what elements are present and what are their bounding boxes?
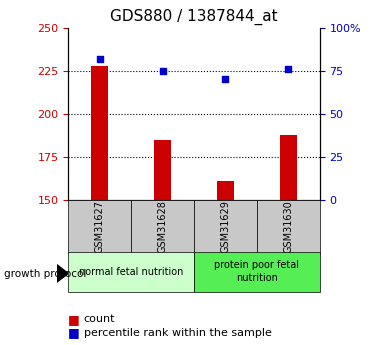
Text: GSM31627: GSM31627 xyxy=(95,200,105,253)
Bar xyxy=(194,200,257,254)
Text: normal fetal nutrition: normal fetal nutrition xyxy=(79,267,183,277)
Bar xyxy=(91,66,108,200)
Text: GSM31628: GSM31628 xyxy=(158,200,168,253)
Point xyxy=(285,66,291,72)
Polygon shape xyxy=(57,264,68,282)
Bar xyxy=(68,252,194,292)
Text: protein poor fetal
nutrition: protein poor fetal nutrition xyxy=(215,260,300,283)
Text: ■: ■ xyxy=(68,313,80,326)
Title: GDS880 / 1387844_at: GDS880 / 1387844_at xyxy=(110,9,278,25)
Point xyxy=(97,56,103,61)
Text: ■: ■ xyxy=(68,326,80,339)
Text: percentile rank within the sample: percentile rank within the sample xyxy=(84,328,272,338)
Bar xyxy=(154,140,171,200)
Text: growth protocol: growth protocol xyxy=(4,269,86,279)
Text: GSM31630: GSM31630 xyxy=(284,200,293,253)
Point xyxy=(160,68,166,73)
Text: count: count xyxy=(84,314,115,324)
Point xyxy=(222,77,229,82)
Bar xyxy=(280,135,297,200)
Text: GSM31629: GSM31629 xyxy=(220,200,230,253)
Bar xyxy=(217,181,234,200)
Bar xyxy=(131,200,194,254)
Bar xyxy=(257,200,320,254)
Bar xyxy=(194,252,320,292)
Bar xyxy=(68,200,131,254)
